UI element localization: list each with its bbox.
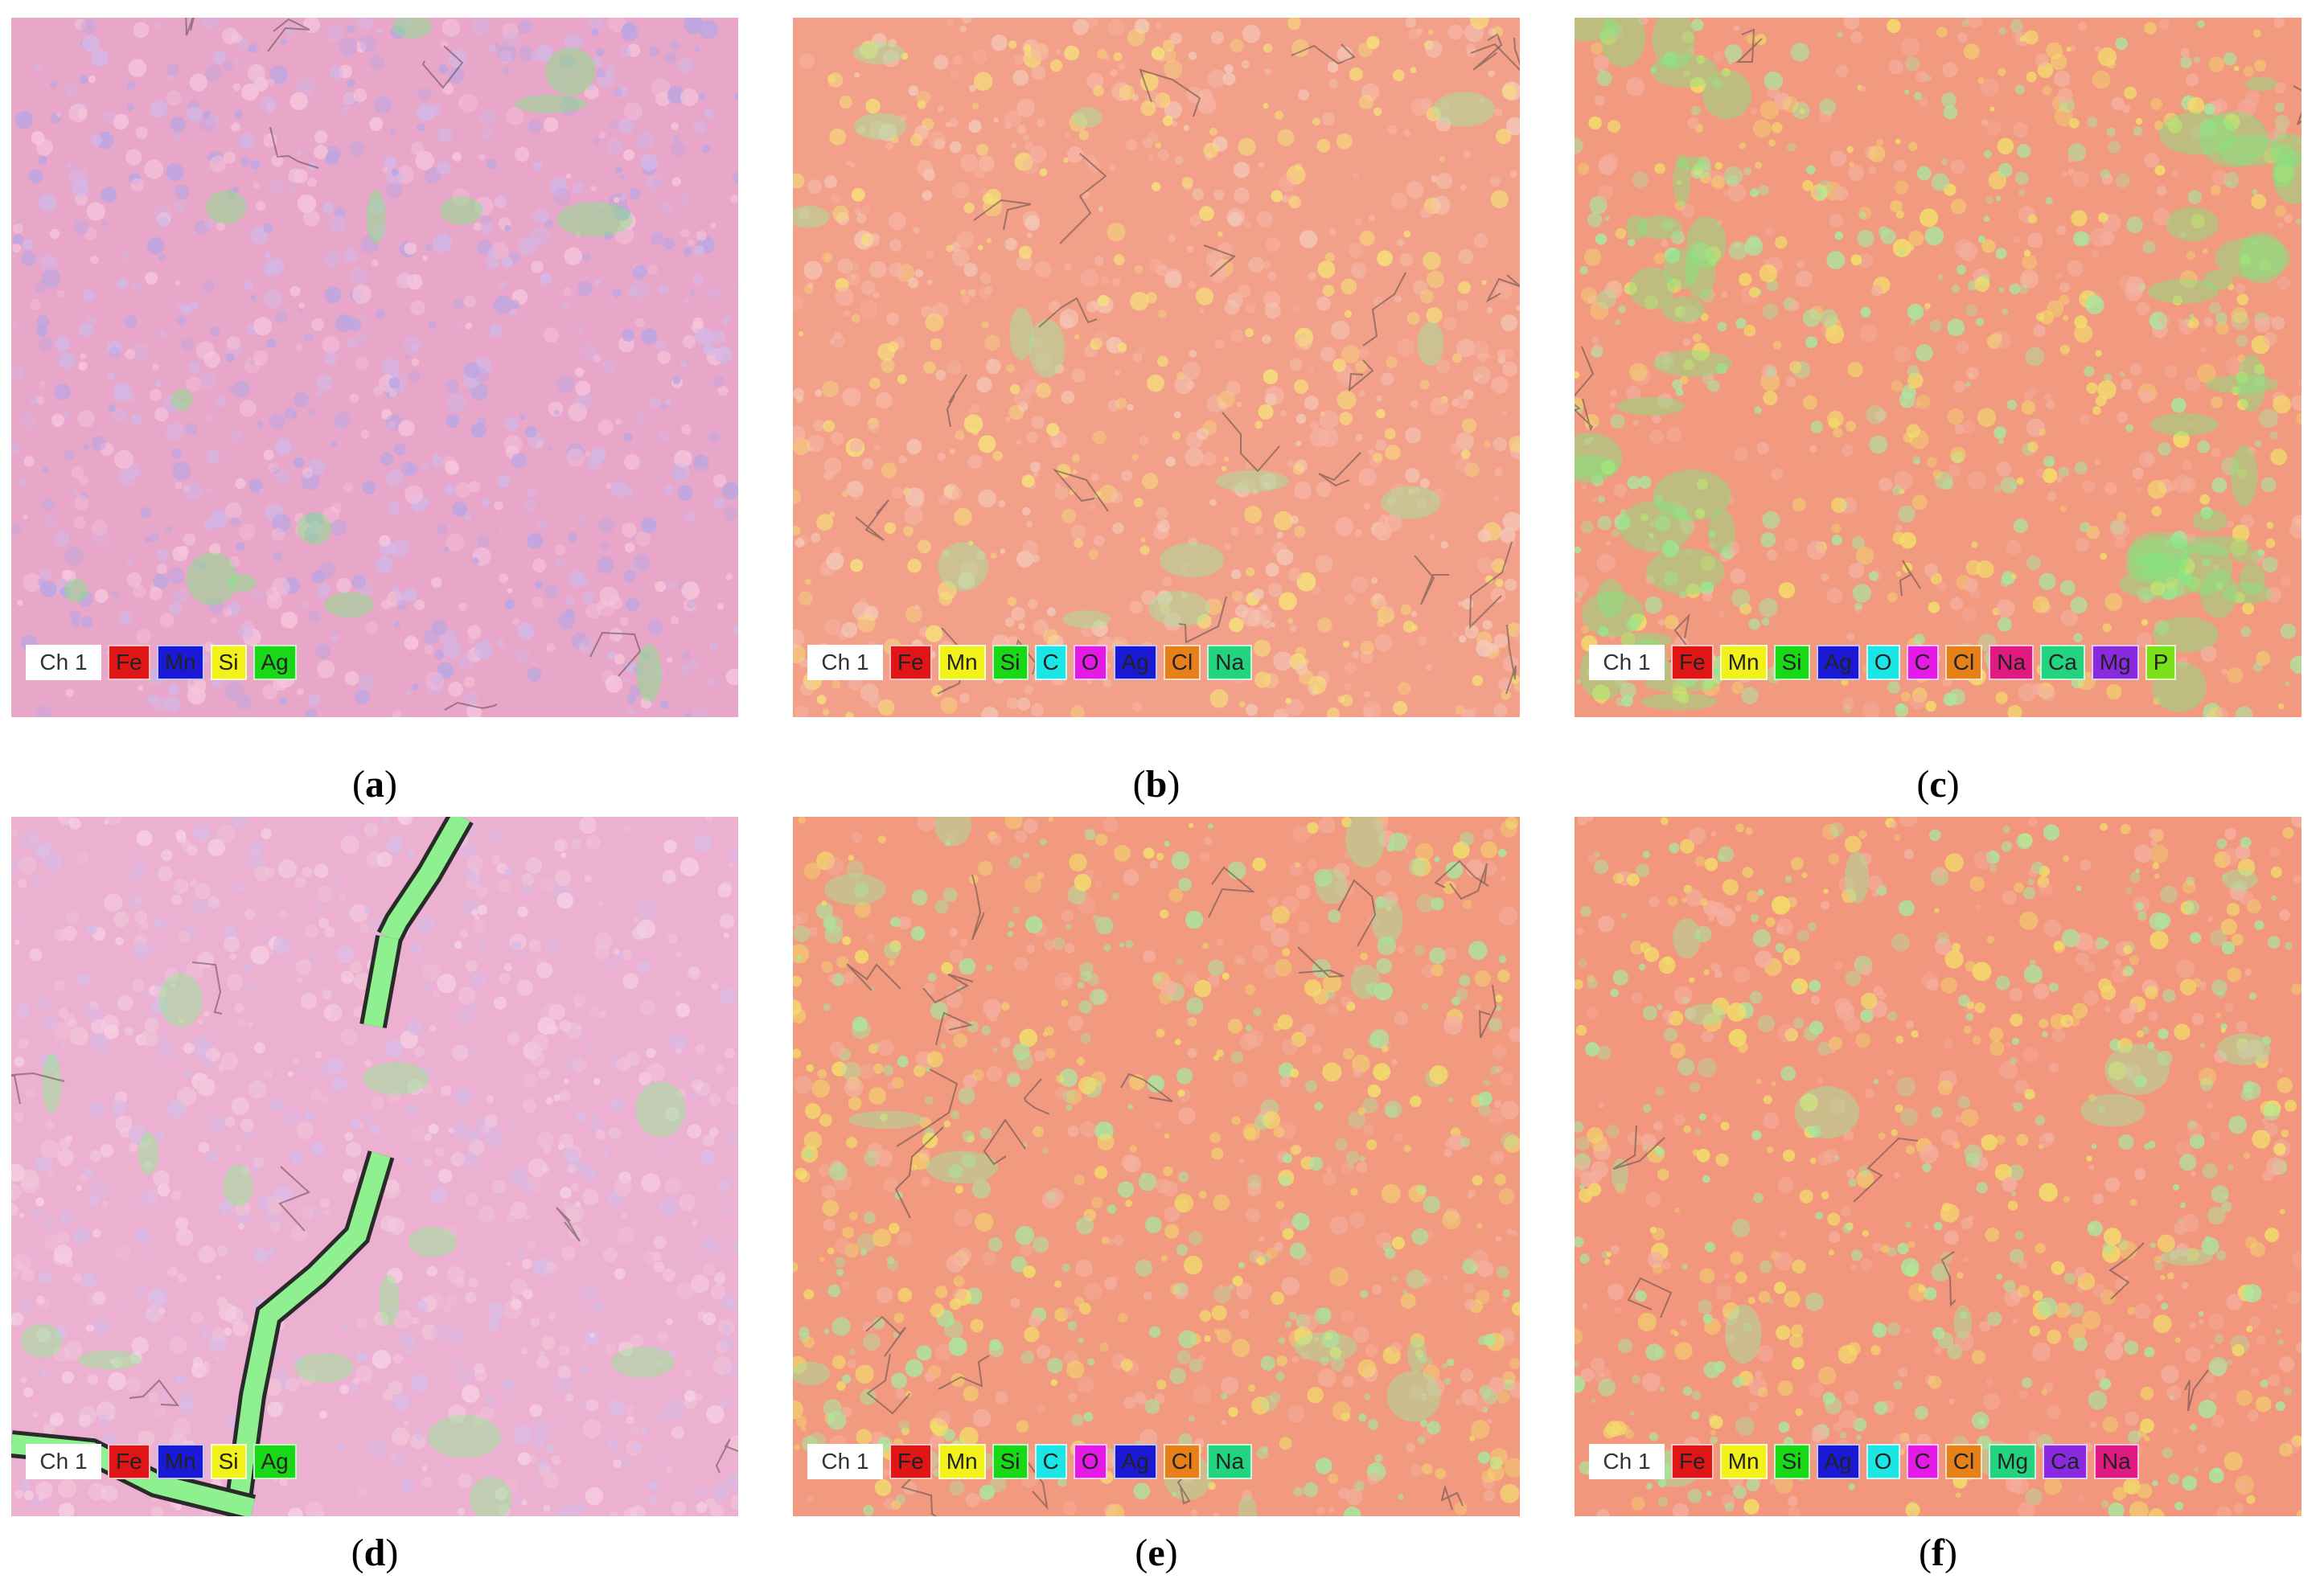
element-chip-cl: Cl [1944, 645, 1983, 680]
eds-map-image [11, 817, 738, 1516]
channel-label: Ch 1 [807, 645, 883, 680]
channel-label: Ch 1 [26, 1444, 101, 1479]
eds-map-image [1575, 817, 2301, 1516]
element-chip-o: O [1866, 1444, 1900, 1479]
element-chip-mn: Mn [1719, 1444, 1768, 1479]
eds-map-image [793, 817, 1520, 1516]
element-legend: Ch 1 Fe Mn Si C O Ag Cl Na [807, 645, 1253, 680]
panel-caption-a: (a) [352, 763, 397, 806]
element-legend: Ch 1 Fe Mn Si Ag [26, 1444, 297, 1479]
element-chip-o: O [1073, 1444, 1107, 1479]
element-chip-mn: Mn [156, 1444, 204, 1479]
panel-caption-f: (f) [1919, 1532, 1957, 1574]
element-chip-na: Na [1989, 645, 2035, 680]
element-chip-c: C [1906, 645, 1939, 680]
element-chip-mg: Mg [2091, 645, 2139, 680]
channel-label: Ch 1 [807, 1444, 883, 1479]
element-chip-mn: Mn [938, 1444, 986, 1479]
eds-map-panel-e: Ch 1 Fe Mn Si C O Ag Cl Na [793, 817, 1520, 1516]
element-chip-mn: Mn [938, 645, 986, 680]
element-chip-ag: Ag [1113, 1444, 1157, 1479]
eds-map-panel-c: Ch 1 Fe Mn Si Ag O C Cl Na Ca Mg P [1575, 18, 2301, 717]
element-chip-cl: Cl [1944, 1444, 1983, 1479]
element-chip-o: O [1866, 645, 1900, 680]
element-chip-si: Si [1773, 1444, 1810, 1479]
panel-caption-b: (b) [1132, 763, 1180, 806]
element-chip-si: Si [210, 1444, 247, 1479]
element-chip-mn: Mn [1719, 645, 1768, 680]
element-chip-c: C [1034, 645, 1067, 680]
element-chip-c: C [1906, 1444, 1939, 1479]
element-chip-fe: Fe [1671, 645, 1714, 680]
panel-caption-d: (d) [351, 1532, 399, 1574]
element-chip-ag: Ag [1113, 645, 1157, 680]
element-chip-na: Na [1207, 645, 1253, 680]
element-legend: Ch 1 Fe Mn Si Ag [26, 645, 297, 680]
element-chip-ag: Ag [1816, 1444, 1860, 1479]
element-chip-cl: Cl [1163, 645, 1201, 680]
element-chip-p: P [2145, 645, 2177, 680]
eds-map-image [793, 18, 1520, 717]
element-legend: Ch 1 Fe Mn Si C O Ag Cl Na [807, 1444, 1253, 1479]
channel-label: Ch 1 [1589, 645, 1665, 680]
element-chip-ag: Ag [1816, 645, 1860, 680]
element-chip-mn: Mn [156, 645, 204, 680]
element-chip-fe: Fe [108, 1444, 150, 1479]
eds-map-panel-f: Ch 1 Fe Mn Si Ag O C Cl Mg Ca Na [1575, 817, 2301, 1516]
element-chip-c: C [1034, 1444, 1067, 1479]
eds-map-panel-d: Ch 1 Fe Mn Si Ag [11, 817, 738, 1516]
element-chip-fe: Fe [889, 1444, 932, 1479]
channel-label: Ch 1 [26, 645, 101, 680]
element-chip-si: Si [992, 1444, 1029, 1479]
element-chip-fe: Fe [108, 645, 150, 680]
element-chip-ag: Ag [253, 1444, 297, 1479]
element-chip-ca: Ca [2040, 645, 2085, 680]
element-legend: Ch 1 Fe Mn Si Ag O C Cl Na Ca Mg P [1589, 645, 2177, 680]
eds-map-image [1575, 18, 2301, 717]
element-chip-ca: Ca [2043, 1444, 2088, 1479]
element-chip-na: Na [1207, 1444, 1253, 1479]
element-chip-ag: Ag [253, 645, 297, 680]
eds-map-panel-a: Ch 1 Fe Mn Si Ag [11, 18, 738, 717]
element-chip-fe: Fe [889, 645, 932, 680]
element-chip-o: O [1073, 645, 1107, 680]
element-chip-fe: Fe [1671, 1444, 1714, 1479]
eds-map-panel-b: Ch 1 Fe Mn Si C O Ag Cl Na [793, 18, 1520, 717]
element-chip-cl: Cl [1163, 1444, 1201, 1479]
element-chip-mg: Mg [1989, 1444, 2037, 1479]
panel-caption-c: (c) [1916, 763, 1960, 806]
element-legend: Ch 1 Fe Mn Si Ag O C Cl Mg Ca Na [1589, 1444, 2139, 1479]
channel-label: Ch 1 [1589, 1444, 1665, 1479]
eds-map-image [11, 18, 738, 717]
element-chip-si: Si [1773, 645, 1810, 680]
panel-caption-e: (e) [1135, 1532, 1178, 1574]
element-chip-si: Si [210, 645, 247, 680]
element-chip-na: Na [2093, 1444, 2139, 1479]
element-chip-si: Si [992, 645, 1029, 680]
